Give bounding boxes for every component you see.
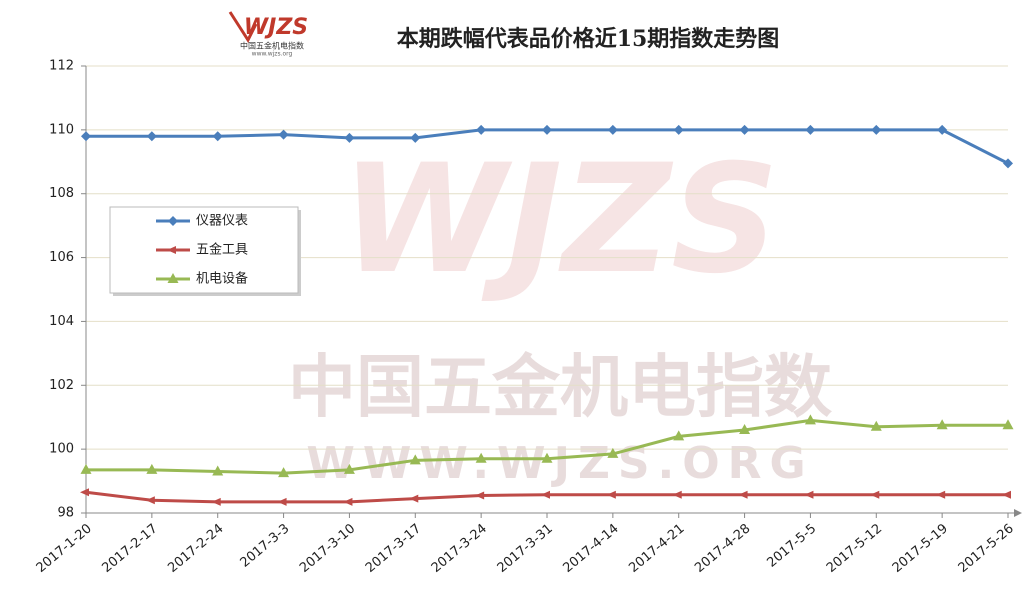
- x-tick-label: 2017-1-20: [34, 521, 95, 576]
- point: [343, 497, 353, 506]
- watermark: WJZS 中国五金机电指数 WWW.WJZS.ORG: [288, 133, 832, 489]
- point: [410, 132, 421, 143]
- point: [212, 465, 224, 476]
- y-tick-label: 104: [49, 314, 74, 329]
- watermark-subtitle: 中国五金机电指数: [288, 349, 832, 428]
- point: [475, 491, 485, 500]
- logo-icon: [228, 11, 258, 44]
- x-tick-label: 2017-4-28: [692, 521, 753, 576]
- x-tick-label: 2017-5-5: [764, 521, 819, 570]
- x-tick-label: 2017-4-14: [560, 521, 621, 576]
- point: [80, 463, 92, 474]
- point: [871, 124, 882, 135]
- x-tick-label: 2017-3-3: [238, 521, 293, 570]
- logo-name: WJZS: [244, 15, 308, 40]
- point: [277, 497, 287, 506]
- point: [673, 124, 684, 135]
- x-tick-label: 2017-5-12: [824, 521, 885, 576]
- point: [278, 129, 289, 140]
- legend: [109, 206, 299, 294]
- point: [607, 124, 618, 135]
- legend-marker: [167, 273, 179, 283]
- y-tick-label: 110: [49, 122, 74, 137]
- point: [870, 420, 882, 431]
- point: [146, 131, 157, 142]
- point: [672, 490, 682, 499]
- y-tick-label: 102: [49, 378, 74, 393]
- y-tick-label: 112: [49, 59, 74, 74]
- point: [673, 430, 685, 441]
- x-tick-label: 2017-3-31: [495, 521, 556, 576]
- point: [476, 124, 487, 135]
- point: [145, 496, 155, 505]
- point: [606, 490, 616, 499]
- point: [212, 131, 223, 142]
- x-tick-label: 2017-4-21: [626, 521, 687, 576]
- x-tick-label: 2017-5-19: [890, 521, 951, 576]
- point: [805, 124, 816, 135]
- point: [1003, 158, 1013, 169]
- y-tick-label: 100: [49, 442, 74, 457]
- x-tick-label: 2017-2-17: [99, 521, 160, 576]
- legend-label: 仪器仪表: [196, 214, 248, 229]
- point: [211, 497, 221, 506]
- point: [739, 124, 750, 135]
- point: [936, 490, 946, 499]
- logo: WJZS 中国五金机电指数 www.wjzs.org: [228, 11, 308, 58]
- point: [804, 414, 816, 425]
- point: [146, 463, 158, 474]
- point: [804, 490, 814, 499]
- x-tick-label: 2017-5-26: [956, 521, 1017, 576]
- x-axis-arrow: [1014, 509, 1022, 517]
- logo-url: www.wjzs.org: [252, 51, 293, 58]
- point: [541, 452, 553, 463]
- x-tick-label: 2017-2-24: [165, 521, 226, 576]
- watermark-url: WWW.WJZS.ORG: [306, 438, 813, 489]
- chart-title: 本期跌幅代表品价格近15期指数走势图: [397, 26, 780, 52]
- x-tick-label: 2017-3-17: [363, 521, 424, 576]
- y-tick-label: 108: [49, 186, 74, 201]
- point: [936, 419, 948, 430]
- point: [870, 490, 880, 499]
- point: [344, 132, 355, 143]
- point: [409, 494, 419, 503]
- point: [937, 124, 948, 135]
- point: [409, 454, 421, 465]
- x-tick-label: 2017-3-24: [429, 521, 490, 576]
- logo-subtitle: 中国五金机电指数: [240, 41, 304, 51]
- y-tick-label: 98: [57, 506, 74, 521]
- point: [1002, 419, 1014, 430]
- point: [278, 467, 290, 478]
- point: [475, 452, 487, 463]
- point: [541, 490, 550, 499]
- legend-marker: [167, 246, 176, 254]
- x-tick-label: 2017-3-10: [297, 521, 358, 576]
- point: [1002, 490, 1011, 499]
- point: [542, 124, 552, 135]
- watermark-name: WJZS: [341, 133, 779, 307]
- point: [739, 423, 751, 434]
- point: [738, 490, 748, 499]
- point: [607, 447, 619, 458]
- point: [80, 488, 89, 497]
- legend-marker: [168, 216, 178, 226]
- legend-label: 五金工具: [196, 242, 248, 258]
- legend-label: 机电设备: [196, 271, 248, 287]
- y-tick-label: 106: [49, 250, 74, 265]
- point: [81, 131, 91, 142]
- point: [343, 463, 355, 474]
